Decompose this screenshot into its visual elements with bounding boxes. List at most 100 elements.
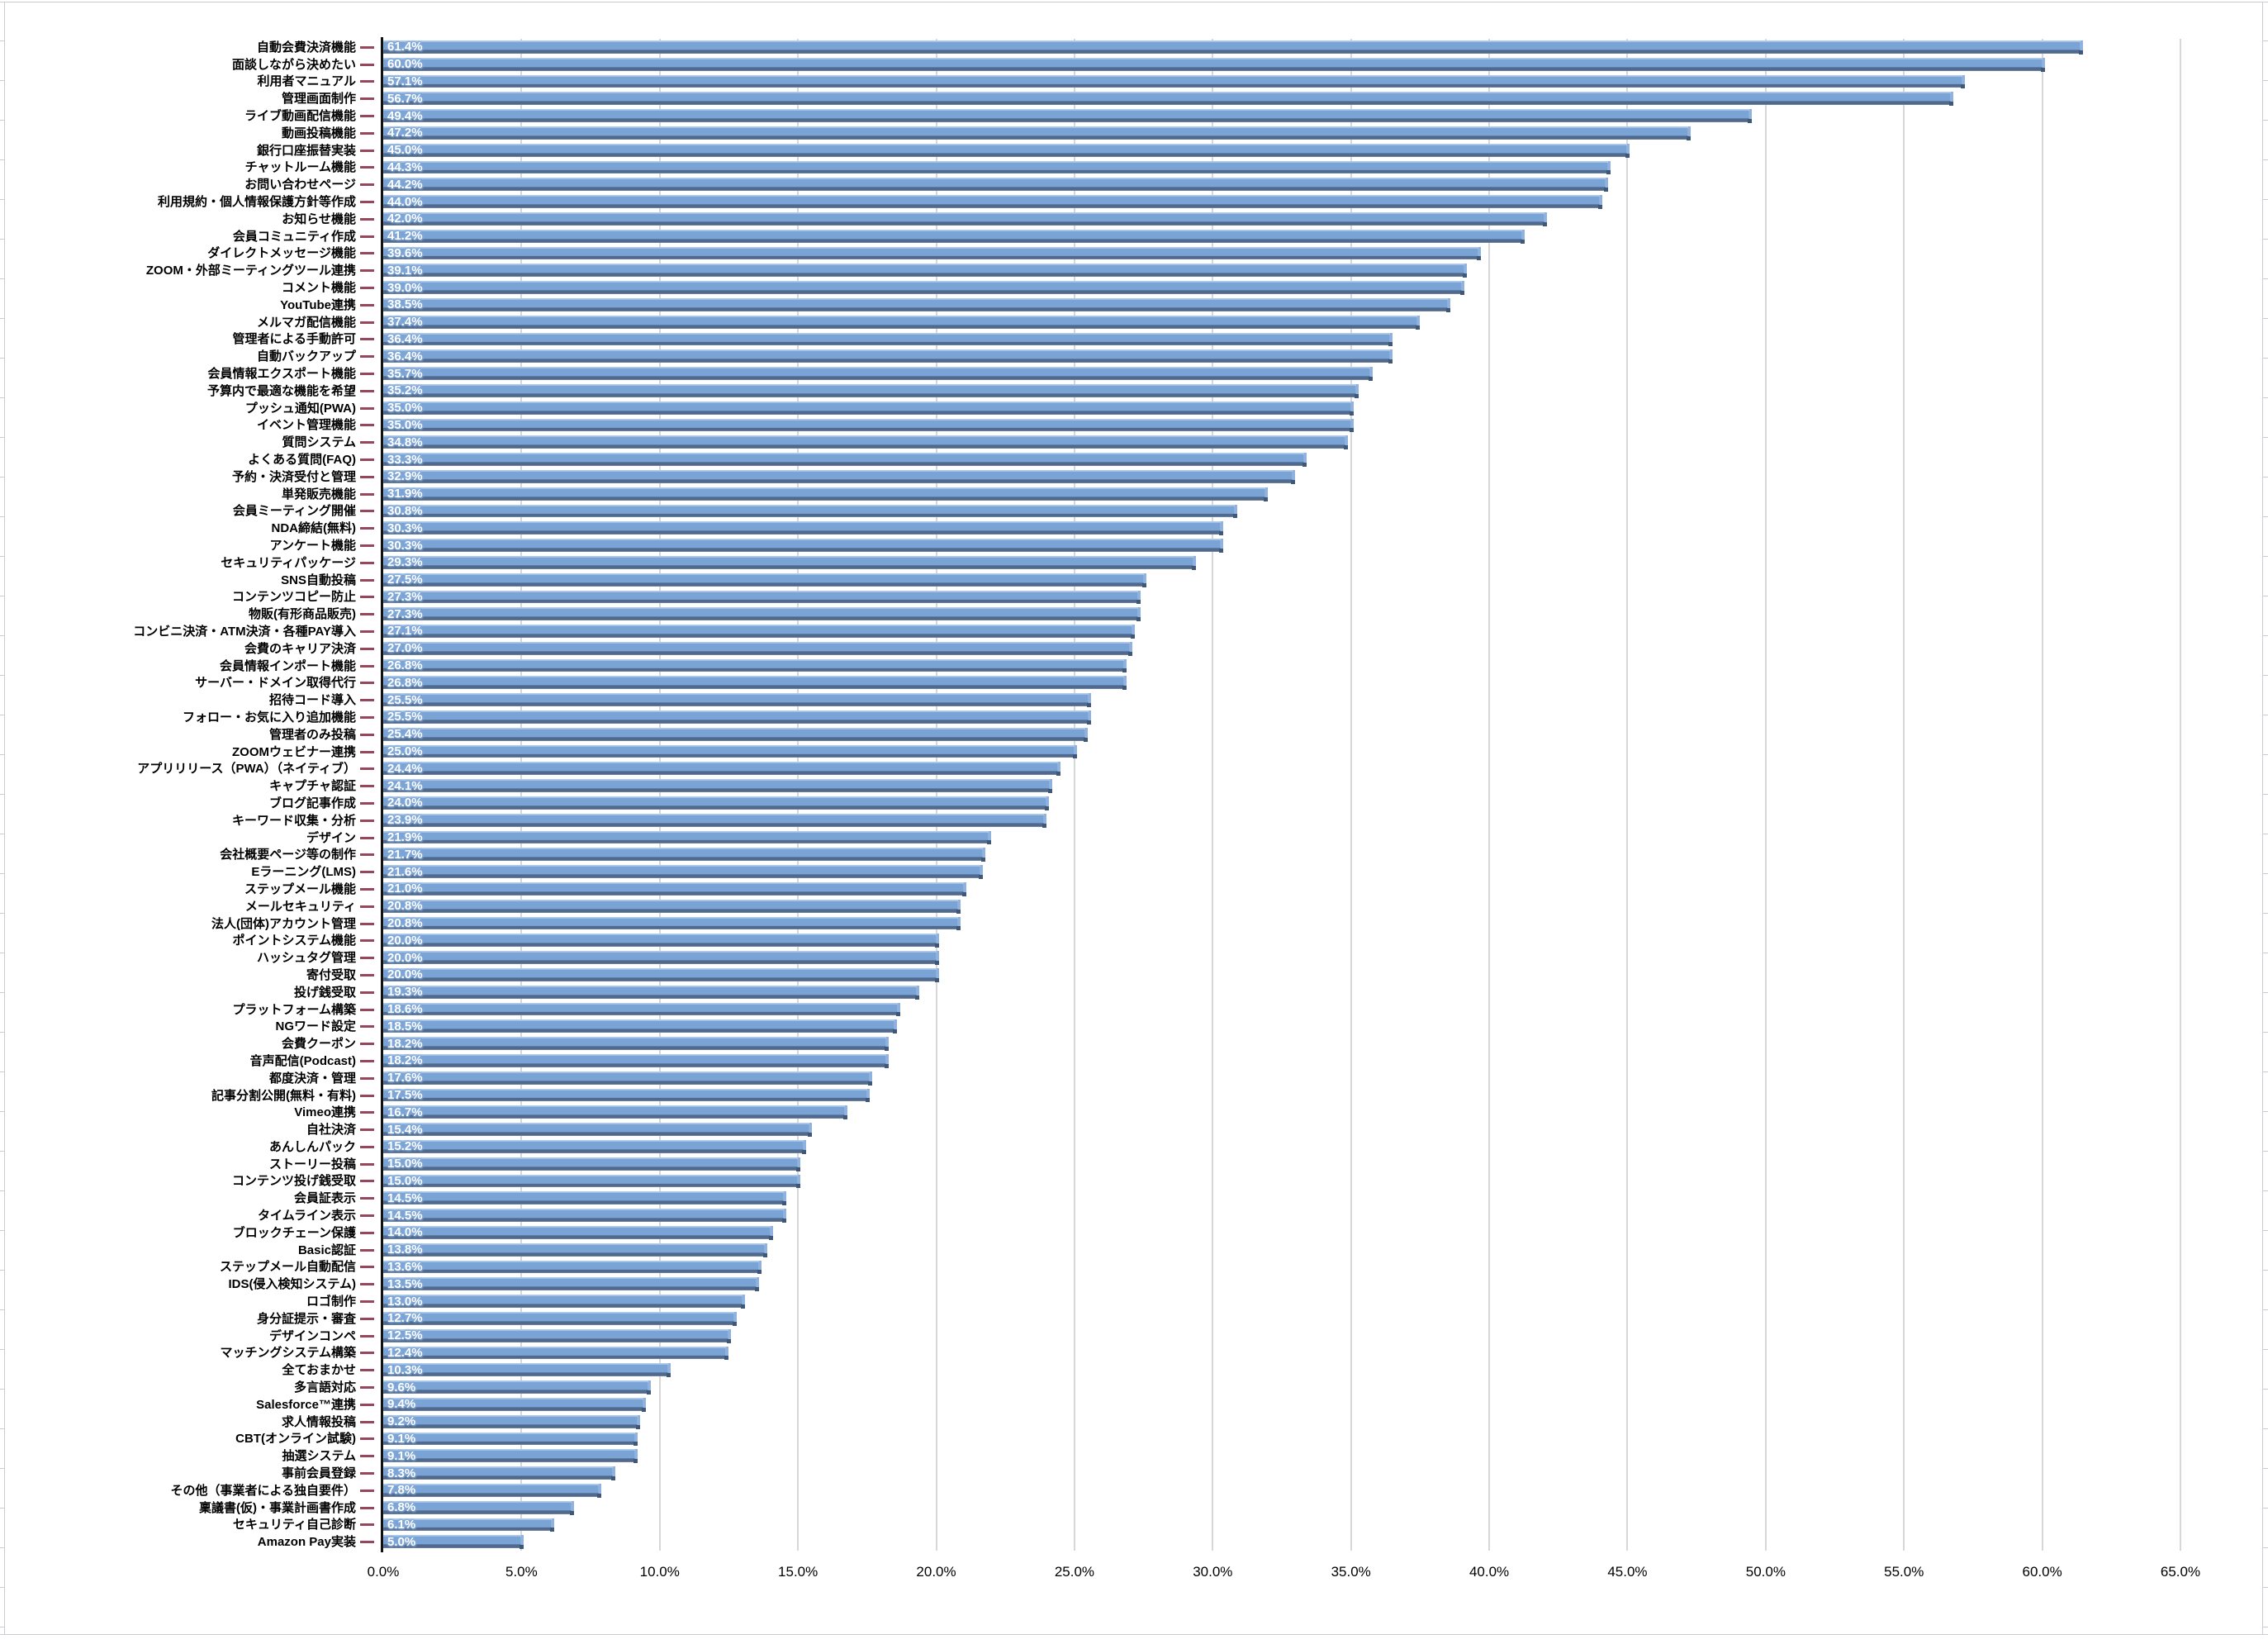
bar[interactable]	[383, 109, 1752, 123]
bar[interactable]	[383, 401, 1354, 416]
bar[interactable]	[383, 264, 1467, 278]
bar[interactable]	[383, 229, 1525, 244]
bar[interactable]	[383, 1037, 890, 1051]
bar[interactable]	[383, 1328, 732, 1343]
bar[interactable]	[383, 1105, 848, 1119]
category-label: メールセキュリティ	[244, 899, 356, 914]
bar[interactable]	[383, 1054, 890, 1068]
bar[interactable]	[383, 504, 1238, 519]
bar[interactable]	[383, 281, 1464, 295]
bar[interactable]	[383, 1225, 773, 1240]
bar[interactable]	[383, 143, 1630, 158]
bar[interactable]	[383, 555, 1196, 570]
bar[interactable]	[383, 297, 1450, 312]
category-label: セキュリティ自己診断	[232, 1518, 356, 1532]
bar[interactable]	[383, 1277, 759, 1291]
bar[interactable]	[383, 1363, 671, 1377]
bar[interactable]	[383, 383, 1359, 398]
bar[interactable]	[383, 1191, 787, 1205]
bar[interactable]	[383, 1174, 801, 1189]
bar[interactable]	[383, 985, 920, 1000]
bar[interactable]	[383, 1500, 574, 1515]
bar[interactable]	[383, 968, 939, 982]
bar[interactable]	[383, 1243, 767, 1257]
bar[interactable]	[383, 658, 1127, 673]
bar[interactable]	[383, 762, 1060, 777]
bar-value-label: 15.0%	[387, 1157, 423, 1171]
bar[interactable]	[383, 916, 961, 931]
bar[interactable]	[383, 573, 1146, 587]
bar[interactable]	[383, 1535, 524, 1549]
bar[interactable]	[383, 1088, 870, 1103]
bar[interactable]	[383, 1002, 900, 1017]
bar[interactable]	[383, 126, 1692, 140]
bar[interactable]	[383, 1071, 873, 1086]
bar[interactable]	[383, 779, 1052, 793]
bar[interactable]	[383, 796, 1050, 810]
bar[interactable]	[383, 882, 966, 896]
bar[interactable]	[383, 607, 1141, 621]
bar[interactable]	[383, 435, 1348, 449]
bar[interactable]	[383, 1449, 638, 1463]
bar[interactable]	[383, 590, 1141, 605]
bar[interactable]	[383, 349, 1393, 363]
bar[interactable]	[383, 469, 1296, 484]
bar[interactable]	[383, 367, 1374, 381]
bar[interactable]	[383, 1518, 555, 1532]
bar[interactable]	[383, 830, 992, 845]
bar[interactable]	[383, 727, 1089, 742]
bar[interactable]	[383, 57, 2045, 72]
bar[interactable]	[383, 332, 1393, 347]
bar[interactable]	[383, 865, 984, 879]
bar[interactable]	[383, 1157, 801, 1171]
bar[interactable]	[383, 211, 1548, 226]
bar[interactable]	[383, 934, 939, 948]
bar[interactable]	[383, 1346, 729, 1361]
category-label: 音声配信(Podcast)	[249, 1053, 356, 1068]
bar[interactable]	[383, 1432, 638, 1447]
bar[interactable]	[383, 1019, 898, 1034]
bar[interactable]	[383, 1295, 746, 1309]
bar[interactable]	[383, 1311, 738, 1326]
bar[interactable]	[383, 1380, 652, 1395]
category-label: 利用規約・個人情報保護方針等作成	[157, 195, 356, 210]
bar[interactable]	[383, 487, 1268, 501]
bar[interactable]	[383, 710, 1091, 725]
bar[interactable]	[383, 813, 1047, 828]
bar[interactable]	[383, 40, 2084, 55]
bar[interactable]	[383, 160, 1611, 175]
bar[interactable]	[383, 744, 1077, 759]
bar-value-label: 13.8%	[387, 1242, 423, 1257]
bar[interactable]	[383, 74, 1965, 89]
bar[interactable]	[383, 693, 1091, 707]
bar[interactable]	[383, 1140, 806, 1154]
bar[interactable]	[383, 625, 1136, 639]
bar[interactable]	[383, 539, 1224, 553]
bar[interactable]	[383, 195, 1602, 209]
category-label: Eラーニング(LMS)	[251, 865, 356, 880]
bar-value-label: 6.1%	[387, 1517, 416, 1532]
category-label: その他（事業者による独自要件）	[170, 1483, 356, 1498]
bar[interactable]	[383, 1260, 762, 1275]
bar[interactable]	[383, 848, 986, 862]
bar[interactable]	[383, 1397, 646, 1412]
bar[interactable]	[383, 899, 961, 914]
category-tick-dash	[360, 269, 374, 273]
bar[interactable]	[383, 1209, 787, 1223]
bar[interactable]	[383, 453, 1307, 467]
bar[interactable]	[383, 1123, 812, 1137]
bar[interactable]	[383, 521, 1224, 535]
bar[interactable]	[383, 1483, 602, 1498]
bar[interactable]	[383, 315, 1421, 330]
bar[interactable]	[383, 418, 1354, 433]
bar[interactable]	[383, 641, 1132, 656]
bar[interactable]	[383, 676, 1127, 691]
category-tick-dash	[360, 836, 374, 839]
bar[interactable]	[383, 178, 1608, 192]
bar[interactable]	[383, 1466, 615, 1480]
bar[interactable]	[383, 951, 939, 965]
bar[interactable]	[383, 246, 1481, 261]
bar[interactable]	[383, 1414, 640, 1429]
bar[interactable]	[383, 92, 1954, 106]
bar-row: 21.0%	[383, 881, 2180, 898]
